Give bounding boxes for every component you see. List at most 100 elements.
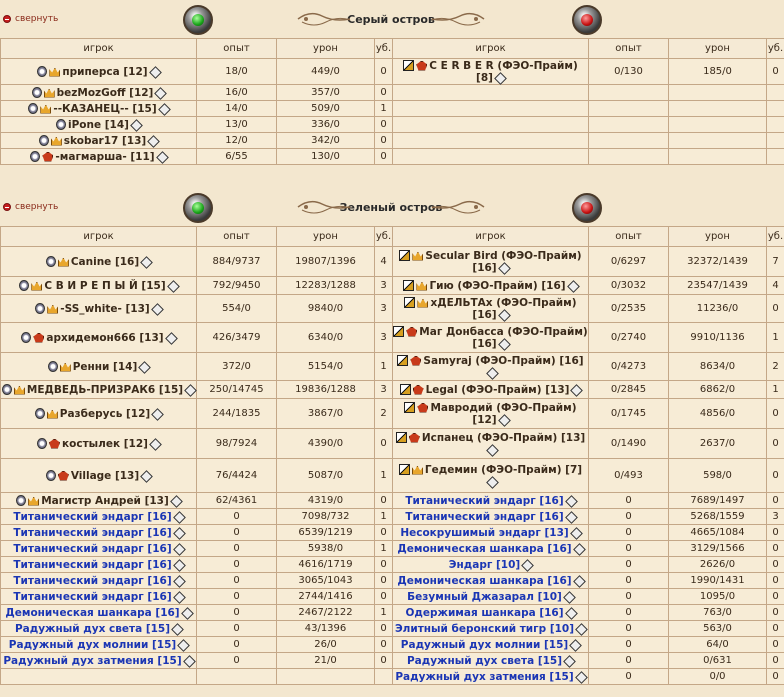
player-name-text[interactable]: приперса [12] — [62, 65, 148, 78]
player-name-text[interactable]: Титанический эндарг [16] — [13, 558, 172, 571]
player-name-text[interactable]: костылек [12] — [62, 437, 148, 450]
bot-name[interactable]: Безумный Джазарал [10] — [392, 588, 589, 605]
player-name[interactable]: Маг Донбасса (ФЭО-Прайм) [16] — [392, 322, 589, 353]
bot-name[interactable]: Титанический эндарг [16] — [0, 572, 197, 589]
info-icon[interactable] — [177, 638, 191, 652]
player-name-text[interactable]: Радужный дух молнии [15] — [8, 638, 177, 651]
info-icon[interactable] — [572, 574, 586, 588]
player-name[interactable]: архидемон666 [13] — [0, 322, 197, 353]
info-icon[interactable] — [140, 255, 154, 269]
bot-name[interactable]: Одержимая шанкара [16] — [392, 604, 589, 621]
player-name-text[interactable]: Демоническая шанкара [16] — [5, 606, 180, 619]
player-name-text[interactable]: Радужный дух молнии [15] — [400, 638, 569, 651]
player-name[interactable]: skobar17 [13] — [0, 132, 197, 149]
player-name[interactable]: Испанец (ФЭО-Прайм) [13] — [392, 428, 589, 459]
info-icon[interactable] — [172, 510, 186, 524]
player-name-text[interactable]: Магистр Андрей [13] — [41, 494, 169, 507]
bot-name[interactable]: Титанический эндарг [16] — [392, 492, 589, 509]
info-icon[interactable] — [497, 337, 511, 351]
player-name-text[interactable]: Титанический эндарг [16] — [13, 542, 172, 555]
player-name-text[interactable]: Гедемин (ФЭО-Прайм) [7] — [424, 463, 583, 476]
player-name[interactable]: Village [13] — [0, 458, 197, 493]
player-name[interactable]: Разберусь [12] — [0, 398, 197, 429]
player-name-text[interactable]: Безумный Джазарал [10] — [407, 590, 562, 603]
info-icon[interactable] — [494, 71, 507, 85]
player-name-text[interactable]: Титанический эндарг [16] — [13, 526, 172, 539]
info-icon[interactable] — [564, 494, 578, 508]
player-name[interactable]: С В И Р Е П Ы Й [15] — [0, 276, 197, 295]
bot-name[interactable]: Титанический эндарг [16] — [0, 524, 197, 541]
player-name[interactable]: МЕДВЕДЬ-ПРИЗРАК6 [15] — [0, 380, 197, 399]
player-name-text[interactable]: iPone [14] — [68, 118, 129, 131]
bot-name[interactable]: Элитный беронский тигр [10] — [392, 620, 589, 637]
player-name-text[interactable]: --КАЗАНЕЦ-- [15] — [53, 102, 157, 115]
player-name-text[interactable]: Радужный дух затмения [15] — [395, 670, 574, 683]
info-icon[interactable] — [569, 638, 583, 652]
bot-name[interactable]: Эндарг [10] — [392, 556, 589, 573]
info-icon[interactable] — [485, 366, 499, 380]
bot-name[interactable]: Титанический эндарг [16] — [0, 556, 197, 573]
info-icon[interactable] — [164, 331, 178, 345]
info-icon[interactable] — [180, 606, 194, 620]
info-icon[interactable] — [154, 86, 168, 100]
player-name-text[interactable]: Гию (ФЭО-Прайм) [16] — [429, 279, 566, 292]
info-icon[interactable] — [564, 606, 578, 620]
info-icon[interactable] — [140, 469, 154, 483]
player-name-text[interactable]: Village [13] — [70, 469, 140, 482]
bot-name[interactable]: Радужный дух молнии [15] — [392, 636, 589, 653]
player-name[interactable]: Магистр Андрей [13] — [0, 492, 197, 509]
player-name-text[interactable]: Демоническая шанкара [16] — [397, 574, 572, 587]
info-icon[interactable] — [497, 261, 511, 275]
player-name[interactable]: --КАЗАНЕЦ-- [15] — [0, 100, 197, 117]
player-name-text[interactable]: Радужный дух света [15] — [406, 654, 563, 667]
player-name-text[interactable]: Одержимая шанкара [16] — [405, 606, 564, 619]
bot-name[interactable]: Титанический эндарг [16] — [0, 588, 197, 605]
bot-name[interactable]: Радужный дух света [15] — [392, 652, 589, 669]
info-icon[interactable] — [485, 443, 499, 457]
info-icon[interactable] — [562, 590, 576, 604]
bot-name[interactable]: Радужный дух молнии [15] — [0, 636, 197, 653]
info-icon[interactable] — [566, 279, 580, 293]
bot-name[interactable]: Титанический эндарг [16] — [392, 508, 589, 525]
info-icon[interactable] — [172, 542, 186, 556]
player-name-text[interactable]: С В И Р Е П Ы Й [15] — [44, 279, 166, 292]
info-icon[interactable] — [184, 383, 197, 397]
info-icon[interactable] — [497, 308, 511, 322]
player-name[interactable]: Secular Bird (ФЭО-Прайм) [16] — [392, 246, 589, 277]
bot-name[interactable]: Демоническая шанкара [16] — [0, 604, 197, 621]
info-icon[interactable] — [149, 437, 162, 451]
info-icon[interactable] — [563, 654, 576, 668]
player-name-text[interactable]: Демоническая шанкара [16] — [397, 542, 572, 555]
bot-name[interactable]: Титанический эндарг [16] — [0, 540, 197, 557]
player-name[interactable]: bezMozGoff [12] — [0, 84, 197, 101]
player-name[interactable]: костылек [12] — [0, 428, 197, 459]
player-name-text[interactable]: Радужный дух света [15] — [14, 622, 171, 635]
info-icon[interactable] — [172, 574, 186, 588]
info-icon[interactable] — [574, 670, 588, 684]
info-icon[interactable] — [130, 118, 143, 132]
player-name-text[interactable]: -магмарша- [11] — [55, 150, 155, 163]
bot-name[interactable]: Демоническая шанкара [16] — [392, 540, 589, 557]
info-icon[interactable] — [151, 407, 165, 421]
player-name[interactable]: Samyraj (ФЭО-Прайм) [16] — [392, 352, 589, 381]
info-icon[interactable] — [172, 590, 186, 604]
player-name-text[interactable]: Legal (ФЭО-Прайм) [13] — [425, 383, 570, 396]
player-name-text[interactable]: -SS_white- [13] — [60, 302, 150, 315]
info-icon[interactable] — [147, 134, 161, 148]
player-name[interactable]: приперса [12] — [0, 58, 197, 85]
info-icon[interactable] — [182, 654, 196, 668]
player-name[interactable]: Гию (ФЭО-Прайм) [16] — [392, 276, 589, 295]
player-name-text[interactable]: Samyraj (ФЭО-Прайм) [16] — [423, 354, 584, 367]
player-name-text[interactable]: Мавродий (ФЭО-Прайм) [12] — [430, 401, 577, 426]
player-name[interactable]: Гедемин (ФЭО-Прайм) [7] — [392, 458, 589, 493]
player-name-text[interactable]: хДЕЛЬТАх (ФЭО-Прайм) [16] — [430, 296, 577, 321]
player-name[interactable]: -SS_white- [13] — [0, 294, 197, 323]
player-name[interactable]: Ренни [14] — [0, 352, 197, 381]
player-name-text[interactable]: bezMozGoff [12] — [56, 86, 154, 99]
player-name-text[interactable]: Несокрушимый эндарг [13] — [400, 526, 569, 539]
player-name[interactable]: хДЕЛЬТАх (ФЭО-Прайм) [16] — [392, 294, 589, 323]
info-icon[interactable] — [150, 302, 164, 316]
player-name-text[interactable]: Secular Bird (ФЭО-Прайм) [16] — [425, 249, 582, 274]
bot-name[interactable]: Несокрушимый эндарг [13] — [392, 524, 589, 541]
player-name[interactable]: Canine [16] — [0, 246, 197, 277]
